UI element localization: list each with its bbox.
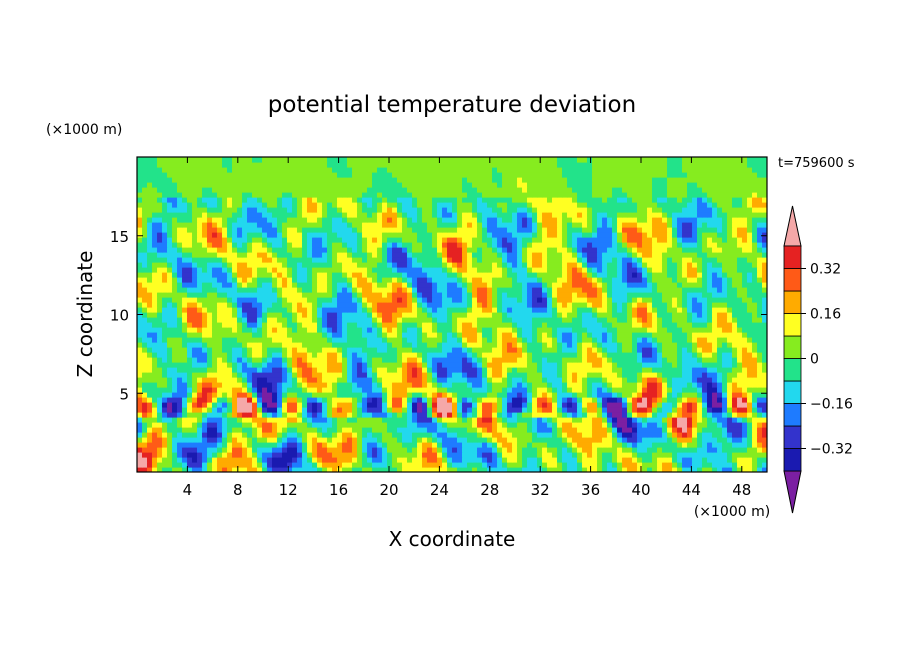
x-tick-label: 44 — [682, 481, 701, 499]
colorbar-swatch — [783, 403, 802, 427]
x-tick-label: 24 — [430, 481, 449, 499]
colorbar: 0.32 0.16 0 −0.16 −0.32 — [783, 205, 853, 514]
colorbar-extend-top — [783, 205, 802, 247]
colorbar-swatch — [783, 313, 802, 337]
chart-title: potential temperature deviation — [268, 92, 636, 118]
colorbar-tick-label: −0.32 — [810, 442, 853, 458]
colorbar-swatch — [783, 268, 802, 292]
y-axis: 5 10 15 — [110, 228, 767, 403]
x-tick-label: 8 — [233, 481, 243, 499]
x-tick-label: 40 — [631, 481, 650, 499]
colorbar-swatch — [783, 245, 802, 269]
time-label: t=759600 s — [778, 156, 855, 171]
colorbar-swatch — [783, 448, 802, 472]
colorbar-extend-bottom — [783, 470, 802, 514]
colorbar-swatch — [783, 290, 802, 314]
colorbar-tick-label: 0.32 — [810, 262, 841, 278]
colorbar-tick-label: 0.16 — [810, 307, 841, 323]
colorbar-swatch — [783, 380, 802, 404]
y-axis-label: Z coordinate — [73, 251, 97, 378]
x-tick-label: 36 — [581, 481, 600, 499]
y-tick-label: 15 — [110, 228, 129, 246]
colorbar-tick-label: −0.16 — [810, 397, 853, 413]
heatmap-field — [137, 157, 767, 472]
y-unit-label: (×1000 m) — [46, 122, 122, 138]
x-tick-label: 16 — [329, 481, 348, 499]
y-tick-label: 10 — [110, 307, 129, 325]
colorbar-swatch — [783, 335, 802, 359]
x-tick-label: 4 — [183, 481, 193, 499]
x-tick-label: 32 — [531, 481, 550, 499]
x-tick-label: 20 — [379, 481, 398, 499]
colorbar-tick-label: 0 — [810, 352, 819, 368]
x-tick-label: 48 — [732, 481, 751, 499]
x-axis-label: X coordinate — [389, 527, 516, 551]
x-tick-label: 12 — [279, 481, 298, 499]
x-tick-label: 28 — [480, 481, 499, 499]
y-tick-label: 5 — [119, 385, 129, 403]
colorbar-swatch — [783, 358, 802, 382]
colorbar-swatch — [783, 425, 802, 449]
x-axis: 4 8 12 16 20 24 28 32 36 40 44 48 — [183, 157, 751, 499]
x-unit-label: (×1000 m) — [694, 504, 770, 520]
